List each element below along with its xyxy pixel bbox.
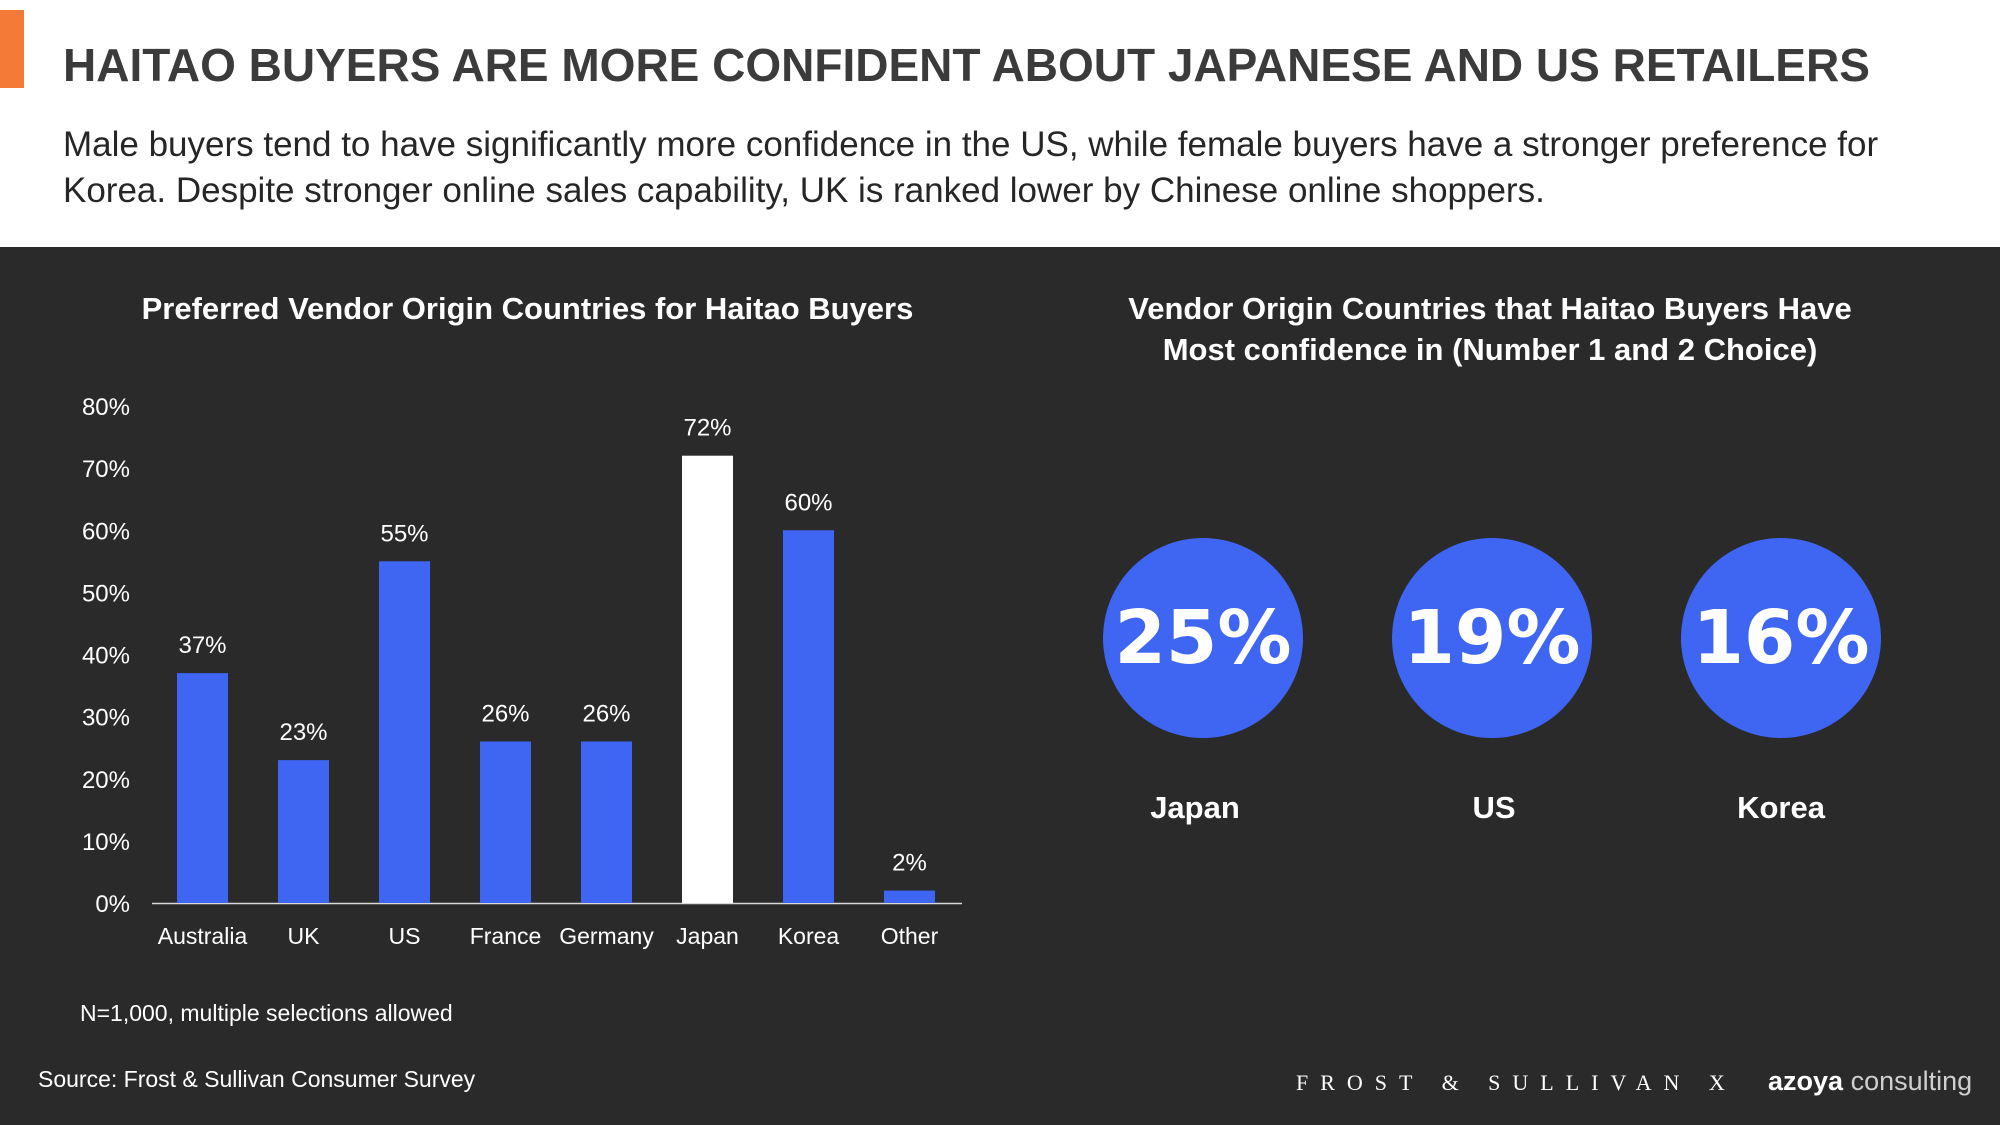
x-tick-label: Australia (158, 923, 248, 949)
circle-label-us: US (1472, 790, 1516, 825)
x-tick-label: France (470, 923, 542, 949)
x-tick-label: Other (881, 923, 939, 949)
circle-label-japan: Japan (1150, 790, 1240, 825)
bar-korea (783, 530, 834, 903)
sample-note: N=1,000, multiple selections allowed (80, 1000, 453, 1026)
y-tick-label: 0% (95, 891, 130, 918)
data-label: 37% (178, 632, 226, 659)
bar-uk (278, 760, 329, 903)
azoya-logo: azoya consulting (1768, 1066, 1972, 1097)
bar-us (379, 561, 430, 903)
circle-japan: 25% (1103, 538, 1303, 738)
circle-us: 19% (1392, 538, 1592, 738)
circle-value-korea: 16% (1692, 595, 1870, 681)
frost-sullivan-logo: FROST & SULLIVAN X (1296, 1070, 1737, 1095)
x-tick-label: Korea (778, 923, 840, 949)
circle-label-korea: Korea (1737, 790, 1825, 825)
y-tick-label: 20% (82, 767, 130, 794)
y-tick-label: 40% (82, 643, 130, 670)
data-label: 72% (683, 415, 731, 442)
x-tick-label: Japan (676, 923, 739, 949)
accent-bar (0, 10, 24, 88)
data-label: 23% (279, 719, 327, 746)
bar-australia (177, 673, 228, 903)
y-tick-label: 60% (82, 518, 130, 545)
azoya-logo-bold: azoya (1768, 1066, 1844, 1096)
x-tick-label: Germany (559, 923, 654, 949)
bar-germany (581, 741, 632, 903)
page-subtitle: Male buyers tend to have significantly m… (63, 125, 1879, 210)
azoya-logo-light: consulting (1850, 1066, 1973, 1096)
data-label: 26% (481, 700, 529, 727)
y-tick-label: 50% (82, 580, 130, 607)
data-label: 60% (784, 489, 832, 516)
bar-france (480, 741, 531, 903)
content-panel (0, 247, 2000, 1125)
circle-korea: 16% (1681, 538, 1881, 738)
x-tick-label: US (389, 923, 421, 949)
source-text: Source: Frost & Sullivan Consumer Survey (38, 1066, 476, 1092)
data-label: 55% (380, 520, 428, 547)
y-tick-label: 10% (82, 829, 130, 856)
bar-other (884, 890, 935, 903)
circles-title: Vendor Origin Countries that Haitao Buye… (1128, 291, 1852, 367)
x-tick-label: UK (288, 923, 321, 949)
circle-value-us: 19% (1403, 595, 1581, 681)
y-tick-label: 30% (82, 705, 130, 732)
header-section: HAITAO BUYERS ARE MORE CONFIDENT ABOUT J… (0, 0, 2000, 247)
bar-japan (682, 455, 733, 903)
y-tick-label: 80% (82, 394, 130, 421)
bar-chart-title: Preferred Vendor Origin Countries for Ha… (141, 291, 914, 326)
data-label: 26% (582, 700, 630, 727)
page-title: HAITAO BUYERS ARE MORE CONFIDENT ABOUT J… (63, 39, 1870, 91)
y-tick-label: 70% (82, 456, 130, 483)
data-label: 2% (892, 850, 927, 877)
circle-value-japan: 25% (1114, 595, 1292, 681)
